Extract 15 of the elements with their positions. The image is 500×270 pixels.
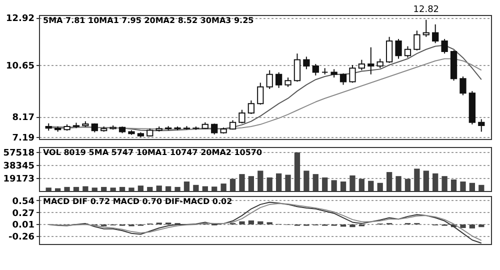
y-tick-label: 8.17: [12, 113, 34, 124]
annotation: 12.82: [413, 4, 440, 15]
y-tick-label: 57518: [3, 148, 34, 159]
y-tick-label: 19173: [3, 174, 34, 185]
y-tick-label: 0.54: [12, 196, 34, 207]
y-tick-label: 12.92: [6, 14, 34, 24]
y-tick-label: 0.01: [12, 220, 34, 230]
chart-title: VOL 8019 5MA 5747 10MA1 10747 20MA2 10570: [43, 148, 262, 157]
y-tick-label: 38345: [3, 162, 34, 172]
y-tick-label: 7.19: [12, 134, 34, 144]
chart-title: MACD DIF 0.72 MACD 0.70 DIF-MACD 0.02: [43, 197, 232, 206]
y-tick-label: 10.65: [6, 62, 34, 72]
y-tick-label: 0.27: [12, 208, 34, 219]
chart-title: 5MA 7.81 10MA1 7.95 20MA2 8.52 30MA3 9.25: [43, 16, 254, 25]
y-tick-label: -0.26: [8, 232, 34, 242]
